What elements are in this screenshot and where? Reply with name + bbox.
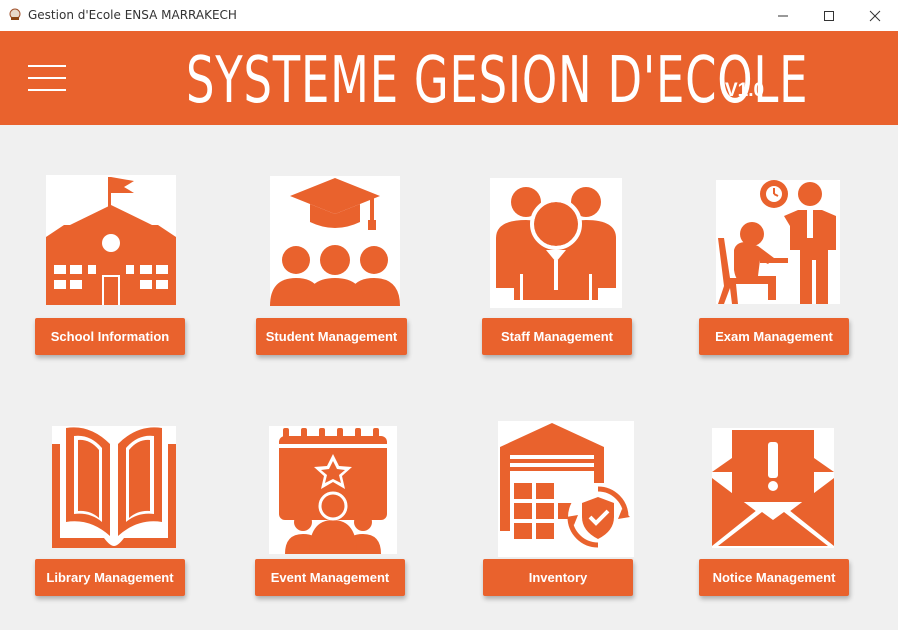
library-management-button[interactable]: Library Management (35, 559, 185, 596)
app-logo-icon (9, 8, 21, 20)
window-title: Gestion d'Ecole ENSA MARRAKECH (28, 8, 237, 22)
event-calendar-icon[interactable] (269, 426, 397, 554)
graduation-students-icon[interactable] (270, 176, 400, 306)
school-information-button[interactable]: School Information (35, 318, 185, 355)
minimize-icon (778, 15, 788, 17)
app-header: SYSTEME GESION D'ECOLE V1.0 (0, 31, 898, 125)
exam-teacher-icon[interactable] (716, 180, 840, 304)
open-book-icon[interactable] (52, 426, 176, 548)
warehouse-inventory-icon[interactable] (498, 421, 634, 557)
notice-management-button[interactable]: Notice Management (699, 559, 849, 596)
close-button[interactable] (852, 0, 898, 31)
notice-envelope-icon[interactable] (712, 428, 834, 548)
inventory-button[interactable]: Inventory (483, 559, 633, 596)
maximize-button[interactable] (806, 0, 852, 31)
close-icon (869, 10, 881, 22)
student-management-button[interactable]: Student Management (256, 318, 407, 355)
minimize-button[interactable] (760, 0, 806, 31)
staff-group-icon[interactable] (490, 178, 622, 308)
maximize-icon (824, 11, 834, 21)
hamburger-menu-button[interactable] (24, 62, 70, 94)
staff-management-button[interactable]: Staff Management (482, 318, 632, 355)
window-titlebar: Gestion d'Ecole ENSA MARRAKECH (0, 0, 898, 31)
event-management-button[interactable]: Event Management (255, 559, 405, 596)
school-building-icon[interactable] (46, 175, 176, 305)
app-version: V1.0 (725, 80, 765, 101)
app-title: SYSTEME GESION D'ECOLE (186, 44, 809, 118)
exam-management-button[interactable]: Exam Management (699, 318, 849, 355)
